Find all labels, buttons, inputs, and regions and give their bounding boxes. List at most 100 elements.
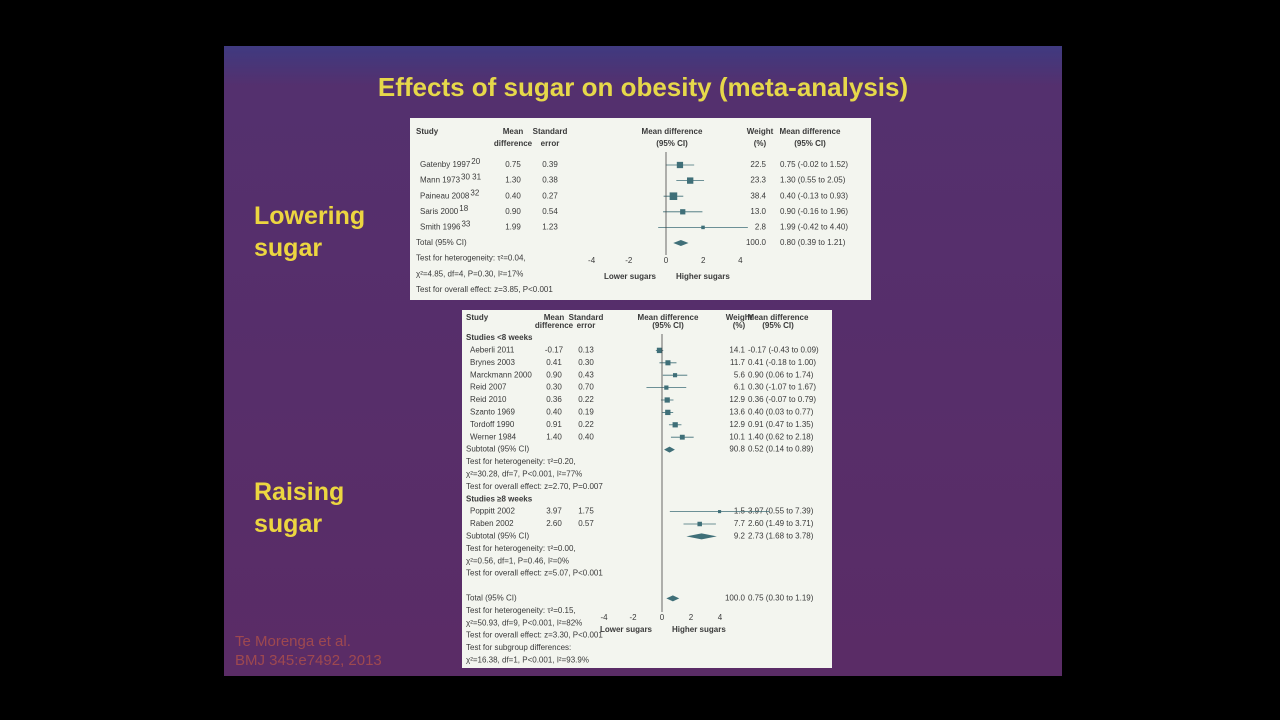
citation: Te Morenga et al. BMJ 345:e7492, 2013 xyxy=(235,632,382,670)
weight: 9.2 xyxy=(734,532,746,541)
study-name: Saris 2000 xyxy=(420,207,459,216)
ci-text: 0.52 (0.14 to 0.89) xyxy=(748,445,814,454)
weight: 11.7 xyxy=(730,358,746,367)
standard-error: 0.27 xyxy=(542,191,558,200)
header-weight: (%) xyxy=(754,139,767,148)
header-study: Study xyxy=(416,127,439,136)
study-marker xyxy=(672,422,678,428)
tick-label: -4 xyxy=(588,256,596,265)
header-weight: (%) xyxy=(733,321,746,330)
ci-text: 0.30 (-1.07 to 1.67) xyxy=(748,383,816,392)
axis-label-left: Lower sugars xyxy=(600,625,653,634)
study-name: Mann 1973 xyxy=(420,176,461,185)
standard-error: 0.22 xyxy=(578,395,594,404)
study-name: Subtotal (95% CI) xyxy=(466,445,529,454)
mean-difference: 3.97 xyxy=(546,507,562,516)
mean-difference: 0.41 xyxy=(546,358,562,367)
citation-line: BMJ 345:e7492, 2013 xyxy=(235,652,382,669)
study-marker xyxy=(679,434,685,440)
pooled-diamond xyxy=(664,446,675,453)
header-weight: Weight xyxy=(726,313,753,322)
test-note: χ²=50.93, df=9, P<0.001, I²=82% xyxy=(466,618,582,627)
label-line: sugar xyxy=(254,234,323,262)
tick-label: 0 xyxy=(660,613,665,622)
standard-error: 0.30 xyxy=(578,358,594,367)
test-note: Test for overall effect: z=2.70, P=0.007 xyxy=(466,482,603,491)
tick-label: -4 xyxy=(600,613,608,622)
study-marker xyxy=(680,209,686,215)
mean-difference: 1.99 xyxy=(505,223,521,232)
mean-difference: 0.91 xyxy=(546,420,562,429)
standard-error: 0.22 xyxy=(578,420,594,429)
ci-text: 3.97 (0.55 to 7.39) xyxy=(748,507,814,516)
standard-error: 0.54 xyxy=(542,207,558,216)
slide: Effects of sugar on obesity (meta-analys… xyxy=(224,46,1062,676)
weight: 38.4 xyxy=(750,191,766,200)
pooled-diamond xyxy=(666,595,680,602)
ci-text: 0.40 (0.03 to 0.77) xyxy=(748,408,814,417)
header-ci: Mean difference xyxy=(780,127,841,136)
ci-text: 0.90 (0.06 to 1.74) xyxy=(748,370,814,379)
test-note: χ²=0.56, df=1, P=0.46, I²=0% xyxy=(466,556,569,565)
study-name: Gatenby 1997 xyxy=(420,160,471,169)
weight: 23.3 xyxy=(750,176,766,185)
standard-error: 0.13 xyxy=(578,346,594,355)
header-weight: Weight xyxy=(747,127,774,136)
header-ci: (95% CI) xyxy=(794,139,826,148)
weight: 22.5 xyxy=(750,160,766,169)
header-md: difference xyxy=(535,321,574,330)
ci-text: 0.91 (0.47 to 1.35) xyxy=(748,420,814,429)
weight: 90.8 xyxy=(729,445,745,454)
weight: 5.6 xyxy=(734,370,746,379)
label-line: Raising xyxy=(254,478,345,506)
weight: 14.1 xyxy=(729,346,745,355)
ci-text: 0.75 (-0.02 to 1.52) xyxy=(780,160,848,169)
study-marker xyxy=(672,373,678,378)
ci-text: -0.17 (-0.43 to 0.09) xyxy=(748,346,819,355)
study-marker xyxy=(664,397,670,403)
test-note: χ²=4.85, df=4, P=0.30, I²=17% xyxy=(416,269,523,278)
tick-label: -2 xyxy=(625,256,633,265)
mean-difference: 0.90 xyxy=(546,370,562,379)
weight: 13.0 xyxy=(750,207,766,216)
study-marker xyxy=(669,192,678,200)
header-md: Mean xyxy=(503,127,524,136)
forest-plot-bottom: Study Mean difference Standard error Mean dif… xyxy=(462,310,832,668)
header-plot: (95% CI) xyxy=(656,139,688,148)
study-name: Subtotal (95% CI) xyxy=(466,532,529,541)
header-plot: Mean difference xyxy=(638,313,699,322)
study-name: Paineau 2008 xyxy=(420,191,470,200)
standard-error: 1.75 xyxy=(578,507,594,516)
standard-error: 0.38 xyxy=(542,176,558,185)
header-se: Standard xyxy=(569,313,604,322)
study-ref: 30 31 xyxy=(461,173,482,182)
study-name: Total (95% CI) xyxy=(466,594,517,603)
citation-line: Te Morenga et al. xyxy=(235,633,351,650)
standard-error: 0.70 xyxy=(578,383,594,392)
standard-error: 0.57 xyxy=(578,519,594,528)
study-name: Raben 2002 xyxy=(470,519,514,528)
study-marker xyxy=(676,161,684,169)
weight: 100.0 xyxy=(746,238,767,247)
study-marker xyxy=(664,385,669,390)
ci-text: 1.40 (0.62 to 2.18) xyxy=(748,432,814,441)
ci-text: 0.41 (-0.18 to 1.00) xyxy=(748,358,816,367)
label-line: Lowering xyxy=(254,202,366,230)
study-marker xyxy=(665,409,671,416)
study-ref: 33 xyxy=(461,220,470,229)
group-heading: Studies ≥8 weeks xyxy=(466,494,533,503)
ci-text: 0.40 (-0.13 to 0.93) xyxy=(780,191,848,200)
weight: 10.1 xyxy=(729,432,745,441)
header-plot: (95% CI) xyxy=(652,321,684,330)
pooled-diamond xyxy=(686,533,717,540)
study-name: Marckmann 2000 xyxy=(470,370,532,379)
weight: 12.9 xyxy=(729,395,745,404)
label-line: sugar xyxy=(254,510,323,538)
pooled-diamond xyxy=(673,240,689,246)
ci-text: 1.99 (-0.42 to 4.40) xyxy=(780,223,848,232)
test-note: χ²=16.38, df=1, P<0.001, I²=93.9% xyxy=(466,656,589,665)
forest-plot-top: Study Mean difference Standard error Mean dif… xyxy=(410,118,871,300)
side-label: Raising sugar xyxy=(254,476,344,540)
